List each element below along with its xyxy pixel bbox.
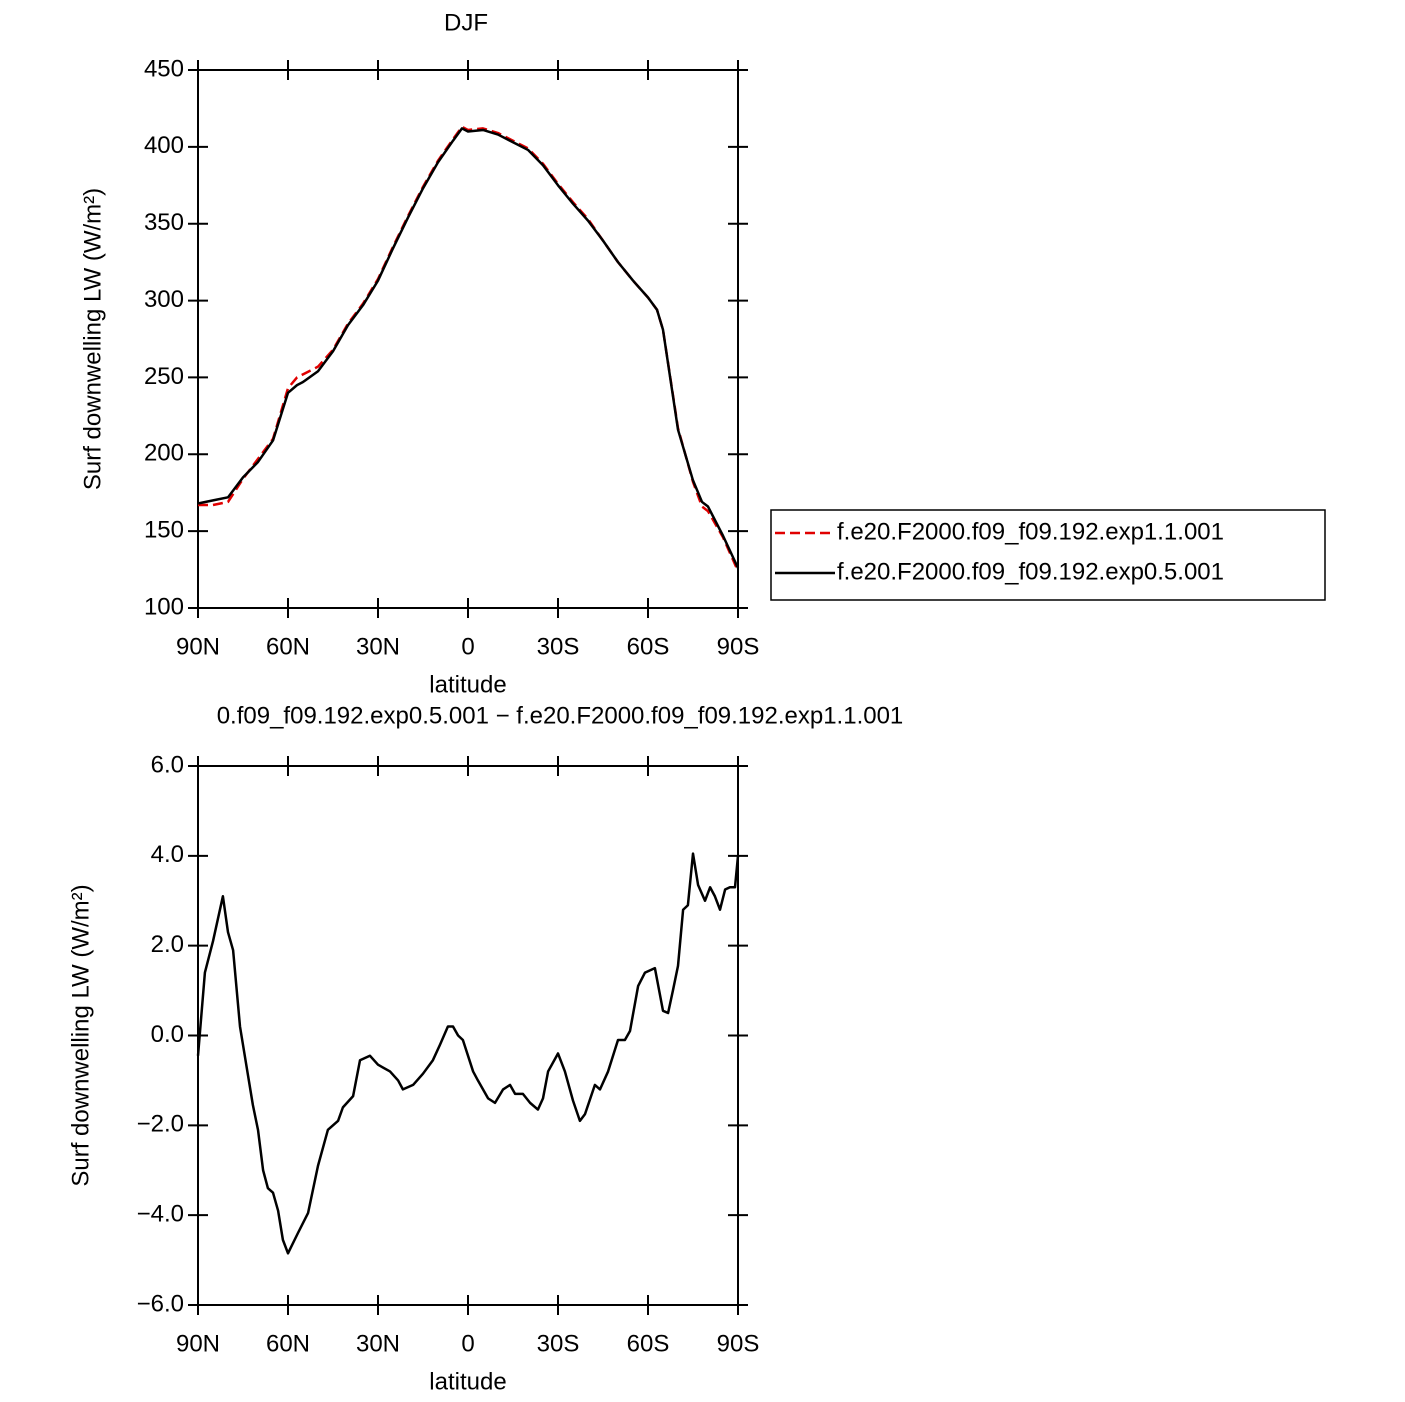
y-tick-label: 200 [144,440,184,467]
y-tick-label: 6.0 [151,751,184,778]
y-tick-label: 0.0 [151,1021,184,1048]
plot-frame [197,69,739,609]
y-tick-label: 2.0 [151,931,184,958]
y-tick-label: −6.0 [137,1290,184,1317]
y-tick-label: −4.0 [137,1201,184,1228]
chart-title: 0.f09_f09.192.exp0.5.001 − f.e20.F2000.f… [217,702,904,729]
y-tick-label: 4.0 [151,841,184,868]
x-axis-label: latitude [429,671,506,698]
y-tick-label: 100 [144,593,184,620]
x-tick-label: 30S [537,633,580,660]
x-tick-label: 30N [356,633,400,660]
x-tick-label: 90S [717,633,760,660]
x-tick-label: 0 [461,633,474,660]
x-tick-label: 60S [627,1330,670,1357]
x-tick-label: 90N [176,1330,220,1357]
series-line [196,852,740,1255]
y-tick-label: 150 [144,516,184,543]
y-tick-label: 400 [144,132,184,159]
legend-label: f.e20.F2000.f09_f09.192.exp1.1.001 [837,518,1224,545]
x-tick-label: 90N [176,633,220,660]
x-tick-label: 90S [717,1330,760,1357]
x-axis-label: latitude [429,1368,506,1395]
y-tick-label: 350 [144,209,184,236]
y-tick-label: 250 [144,363,184,390]
y-axis-label: Surf downwelling LW (W/m²) [67,884,94,1186]
y-tick-label: 300 [144,286,184,313]
y-axis-label: Surf downwelling LW (W/m²) [79,188,106,490]
legend-box [770,509,1326,601]
x-tick-label: 0 [461,1330,474,1357]
x-tick-label: 30S [537,1330,580,1357]
x-tick-label: 30N [356,1330,400,1357]
chart-title: DJF [444,9,488,36]
series-line [197,127,740,569]
x-tick-label: 60S [627,633,670,660]
plot-frame [197,765,739,1306]
legend-label: f.e20.F2000.f09_f09.192.exp0.5.001 [837,558,1224,585]
y-tick-label: −2.0 [137,1111,184,1138]
series-line [198,125,740,572]
y-tick-label: 450 [144,55,184,82]
x-tick-label: 60N [266,1330,310,1357]
x-tick-label: 60N [266,633,310,660]
